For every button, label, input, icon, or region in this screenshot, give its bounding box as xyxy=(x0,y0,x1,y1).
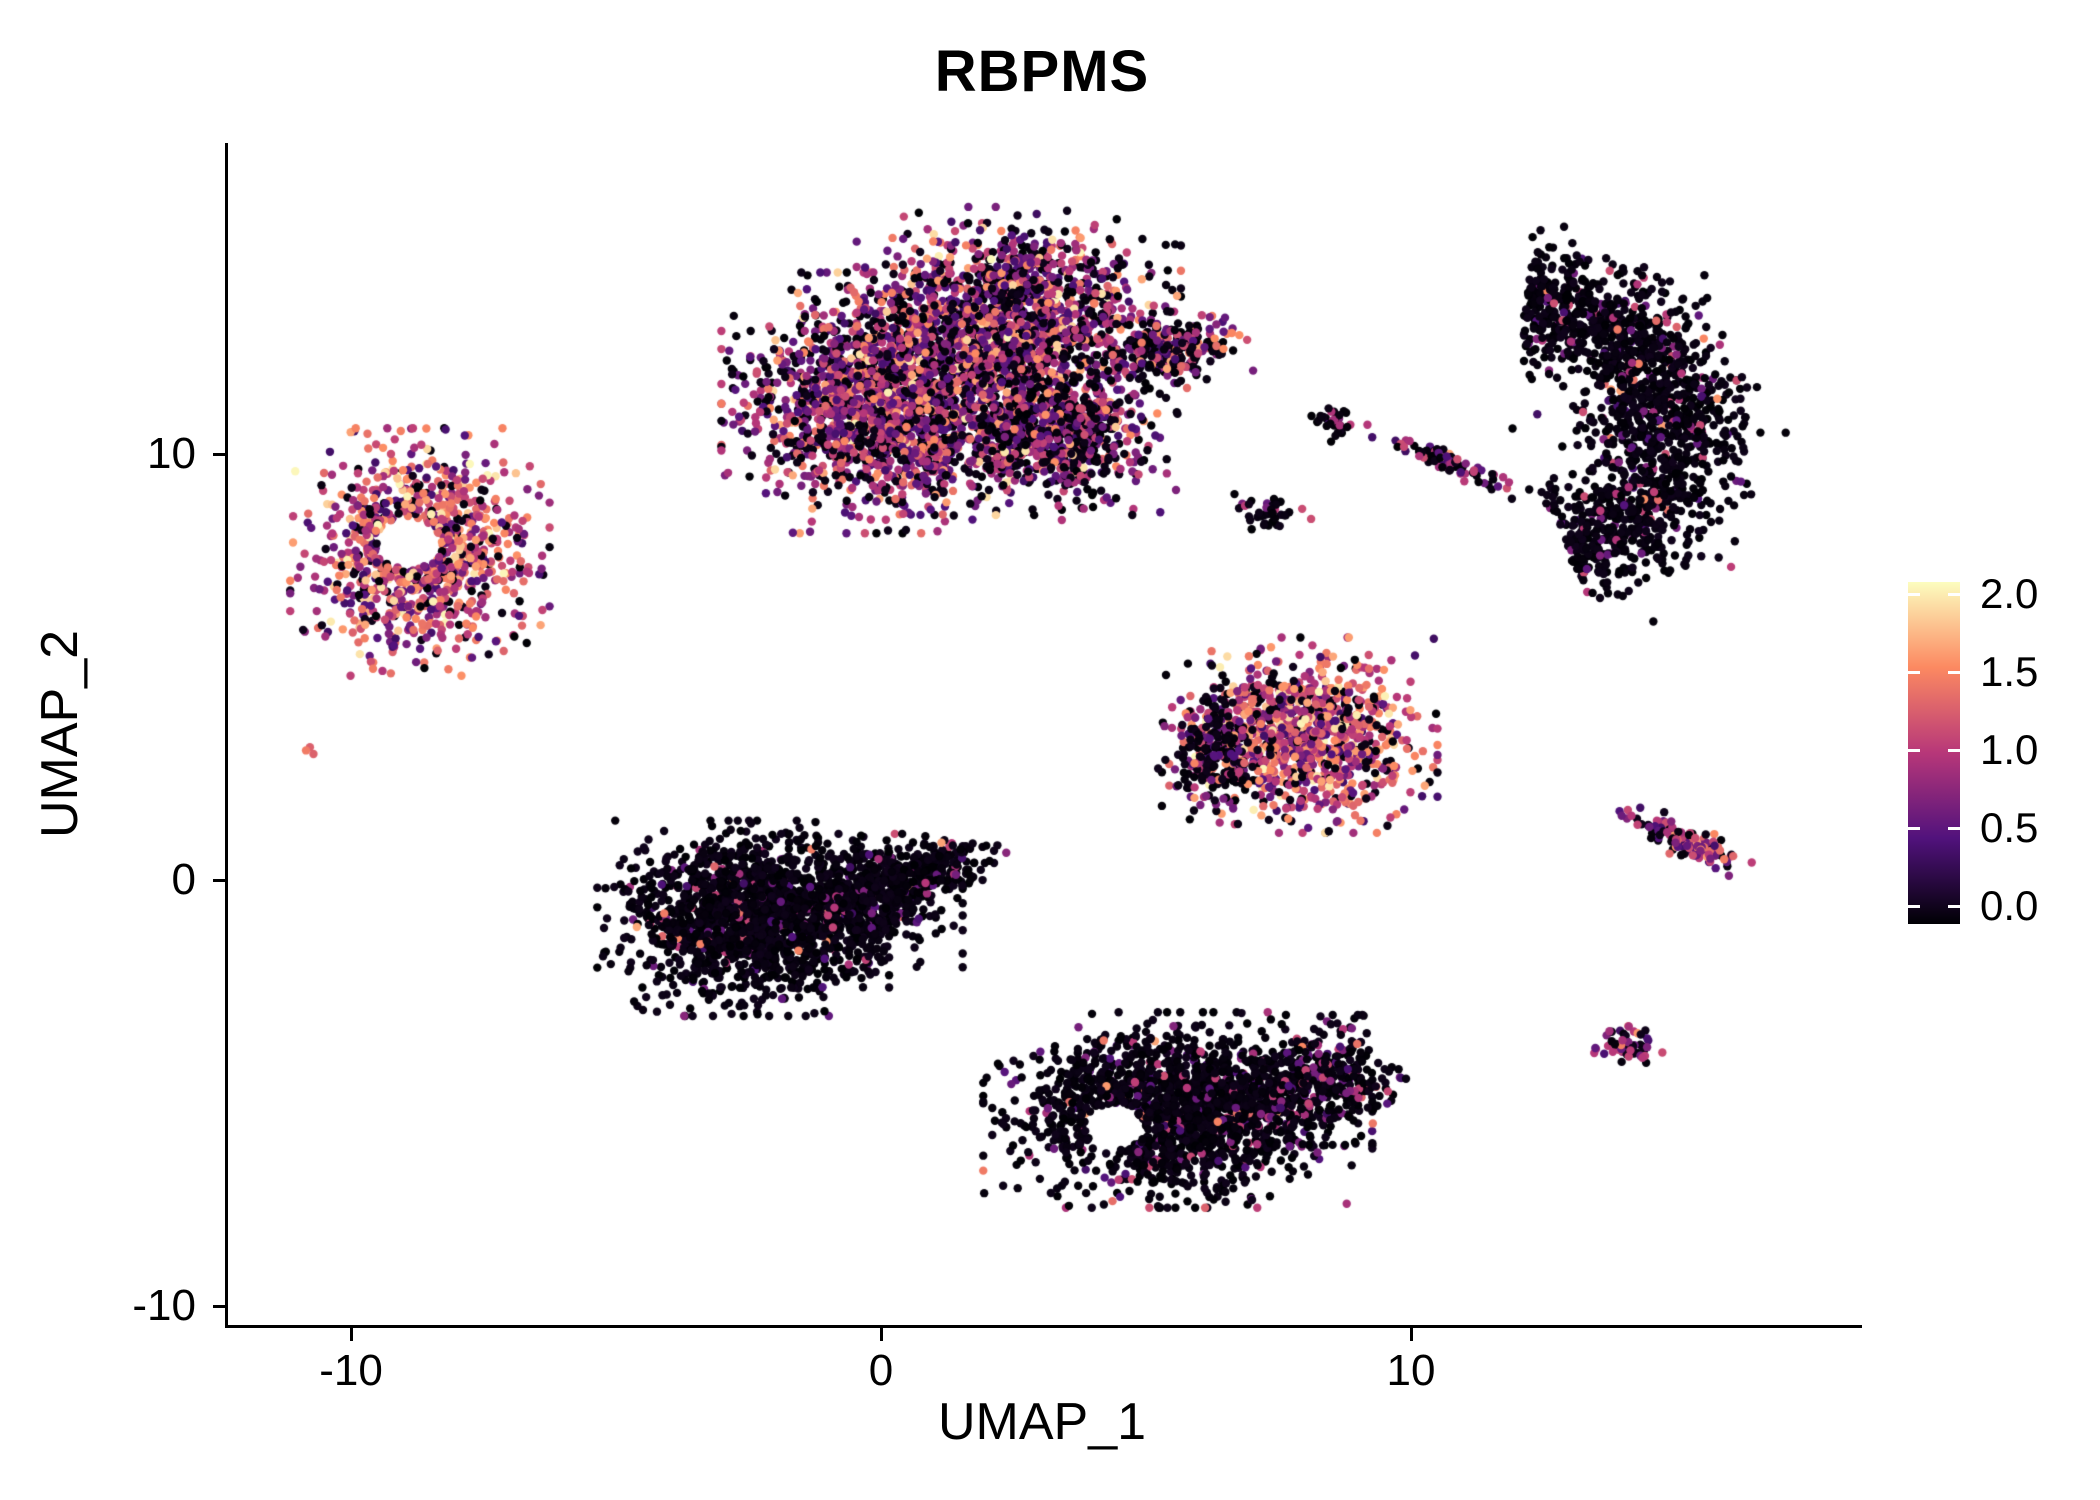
y-tick-mark xyxy=(213,452,226,456)
x-axis-title: UMAP_1 xyxy=(937,1393,1147,1451)
legend-tick-mark xyxy=(1908,826,1920,830)
y-tick-label: -10 xyxy=(132,1281,196,1330)
plot-title: RBPMS xyxy=(934,39,1150,104)
x-tick-label: 10 xyxy=(1386,1346,1436,1395)
legend-tick-mark xyxy=(1908,904,1920,908)
x-tick-mark xyxy=(1409,1328,1413,1341)
legend-tick-label: 2.0 xyxy=(1980,570,2039,617)
legend-tick-mark xyxy=(1908,670,1920,674)
legend-tick-mark xyxy=(1948,670,1960,674)
y-tick-label: 10 xyxy=(147,429,196,478)
x-axis-line xyxy=(225,1325,1862,1328)
y-tick-mark xyxy=(213,878,226,882)
x-tick-mark xyxy=(879,1328,883,1341)
color-legend-bar xyxy=(1908,582,1960,924)
legend-tick-mark xyxy=(1948,826,1960,830)
legend-tick-label: 0.5 xyxy=(1980,804,2039,851)
y-tick-label: 0 xyxy=(171,855,196,904)
legend-tick-mark xyxy=(1908,748,1920,752)
legend-tick-mark xyxy=(1908,592,1920,596)
legend-tick-label: 1.5 xyxy=(1980,648,2039,695)
y-axis-line xyxy=(225,143,228,1328)
x-tick-label: 0 xyxy=(868,1346,894,1395)
y-tick-mark xyxy=(213,1304,226,1308)
legend-tick-mark xyxy=(1948,748,1960,752)
legend-tick-label: 1.0 xyxy=(1980,726,2039,773)
y-axis-title: UMAP_2 xyxy=(31,629,89,839)
legend-tick-mark xyxy=(1948,904,1960,908)
x-tick-label: -10 xyxy=(319,1346,383,1395)
legend-tick-label: 0.0 xyxy=(1980,882,2039,929)
x-tick-mark xyxy=(349,1328,353,1341)
legend-tick-mark xyxy=(1948,592,1960,596)
